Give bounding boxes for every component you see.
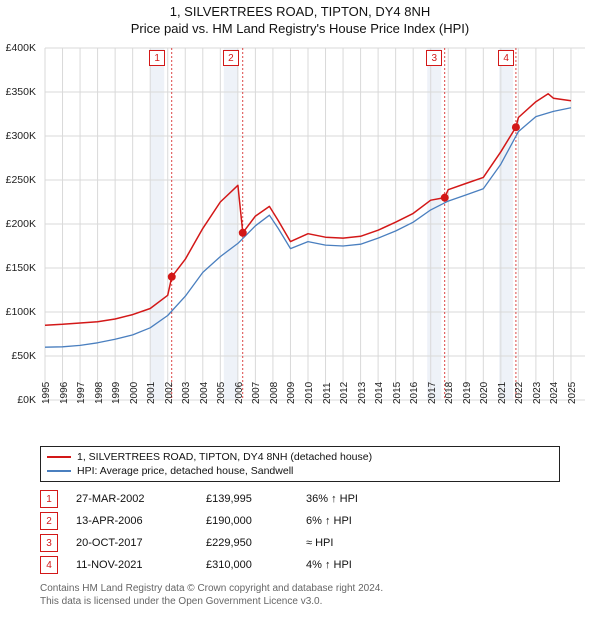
x-tick-label: 2012 — [339, 382, 350, 404]
x-tick-label: 2025 — [567, 382, 578, 404]
y-tick-label: £250K — [6, 174, 40, 186]
transaction-price: £229,950 — [206, 537, 306, 549]
transaction-price: £139,995 — [206, 493, 306, 505]
x-tick-label: 1998 — [94, 382, 105, 404]
x-tick-label: 2000 — [129, 382, 140, 404]
transaction-delta: 4% ↑ HPI — [306, 559, 352, 571]
x-tick-label: 2004 — [199, 382, 210, 404]
y-tick-label: £150K — [6, 262, 40, 274]
transaction-marker-badge: 2 — [223, 50, 239, 66]
legend-item-price-paid: 1, SILVERTREES ROAD, TIPTON, DY4 8NH (de… — [47, 450, 553, 464]
chart-svg — [40, 40, 595, 440]
x-tick-label: 2023 — [532, 382, 543, 404]
x-tick-label: 2019 — [462, 382, 473, 404]
transaction-date: 27-MAR-2002 — [76, 493, 206, 505]
transaction-badge: 4 — [40, 556, 58, 574]
x-tick-label: 2010 — [304, 382, 315, 404]
x-tick-label: 2024 — [549, 382, 560, 404]
x-tick-label: 2005 — [216, 382, 227, 404]
legend-swatch — [47, 456, 71, 458]
transaction-date: 11-NOV-2021 — [76, 559, 206, 571]
x-tick-label: 2008 — [269, 382, 280, 404]
legend-label: HPI: Average price, detached house, Sand… — [77, 464, 293, 478]
y-tick-label: £0K — [17, 394, 40, 406]
transaction-price: £310,000 — [206, 559, 306, 571]
x-tick-label: 2007 — [251, 382, 262, 404]
transaction-row: 4 11-NOV-2021£310,0004% ↑ HPI — [40, 554, 560, 576]
x-tick-label: 2011 — [322, 382, 333, 404]
transaction-date: 20-OCT-2017 — [76, 537, 206, 549]
transaction-price: £190,000 — [206, 515, 306, 527]
x-tick-label: 2021 — [497, 382, 508, 404]
x-tick-label: 2017 — [427, 382, 438, 404]
transaction-delta: ≈ HPI — [306, 537, 333, 549]
x-tick-label: 1997 — [76, 382, 87, 404]
y-tick-label: £350K — [6, 86, 40, 98]
x-tick-label: 2013 — [357, 382, 368, 404]
transaction-marker-badge: 4 — [498, 50, 514, 66]
x-tick-label: 1996 — [59, 382, 70, 404]
transaction-row: 3 20-OCT-2017£229,950≈ HPI — [40, 532, 560, 554]
chart-title-line1: 1, SILVERTREES ROAD, TIPTON, DY4 8NH — [0, 4, 600, 19]
footer-line1: Contains HM Land Registry data © Crown c… — [40, 582, 590, 595]
transaction-date: 13-APR-2006 — [76, 515, 206, 527]
transaction-row: 1 27-MAR-2002£139,99536% ↑ HPI — [40, 488, 560, 510]
legend-label: 1, SILVERTREES ROAD, TIPTON, DY4 8NH (de… — [77, 450, 372, 464]
transaction-row: 2 13-APR-2006£190,0006% ↑ HPI — [40, 510, 560, 532]
chart-title-line2: Price paid vs. HM Land Registry's House … — [0, 21, 600, 36]
legend-swatch — [47, 470, 71, 472]
y-tick-label: £200K — [6, 218, 40, 230]
transaction-delta: 36% ↑ HPI — [306, 493, 358, 505]
transactions-table: 127-MAR-2002£139,99536% ↑ HPI213-APR-200… — [40, 488, 560, 576]
x-tick-label: 2015 — [392, 382, 403, 404]
y-tick-label: £100K — [6, 306, 40, 318]
y-tick-label: £300K — [6, 130, 40, 142]
x-tick-label: 2001 — [146, 382, 157, 404]
transaction-badge: 1 — [40, 490, 58, 508]
chart: £0K£50K£100K£150K£200K£250K£300K£350K£40… — [40, 40, 595, 440]
x-tick-label: 2018 — [444, 382, 455, 404]
x-tick-label: 2020 — [479, 382, 490, 404]
x-tick-label: 2022 — [514, 382, 525, 404]
transaction-delta: 6% ↑ HPI — [306, 515, 352, 527]
transaction-marker-badge: 3 — [426, 50, 442, 66]
transaction-badge: 2 — [40, 512, 58, 530]
footer: Contains HM Land Registry data © Crown c… — [40, 582, 590, 608]
x-tick-label: 1995 — [41, 382, 52, 404]
legend: 1, SILVERTREES ROAD, TIPTON, DY4 8NH (de… — [40, 446, 560, 482]
transaction-badge: 3 — [40, 534, 58, 552]
x-tick-label: 2002 — [164, 382, 175, 404]
x-tick-label: 2003 — [181, 382, 192, 404]
footer-line2: This data is licensed under the Open Gov… — [40, 595, 590, 608]
legend-item-hpi: HPI: Average price, detached house, Sand… — [47, 464, 553, 478]
transaction-marker-badge: 1 — [149, 50, 165, 66]
x-tick-label: 2014 — [374, 382, 385, 404]
y-tick-label: £400K — [6, 42, 40, 54]
x-tick-label: 2009 — [286, 382, 297, 404]
x-tick-label: 2006 — [234, 382, 245, 404]
y-tick-label: £50K — [11, 350, 40, 362]
x-tick-label: 1999 — [111, 382, 122, 404]
x-tick-label: 2016 — [409, 382, 420, 404]
